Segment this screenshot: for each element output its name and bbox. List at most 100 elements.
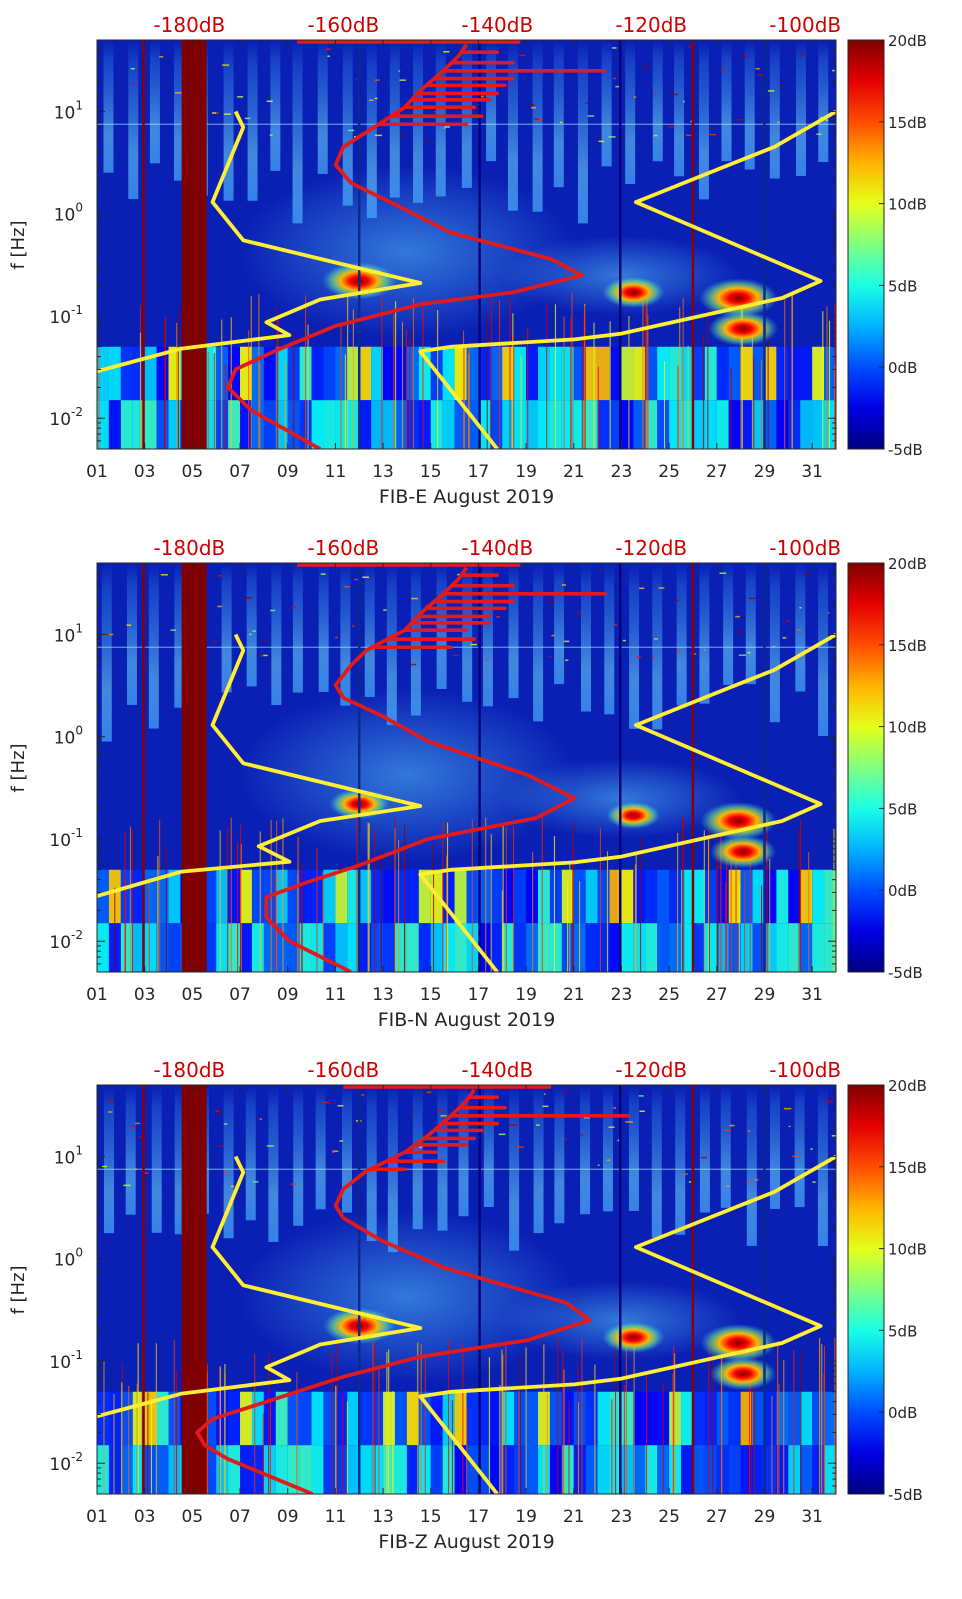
x-tick-label: 03 — [134, 1507, 156, 1527]
diurnal-stripe — [458, 1085, 469, 1217]
x-tick-label: 27 — [706, 1507, 728, 1527]
x-tick-label: 05 — [182, 985, 204, 1005]
heatmap-tile — [108, 400, 121, 449]
speckle — [440, 1115, 447, 1117]
heatmap-tile — [371, 923, 384, 972]
speckle — [654, 93, 657, 95]
x-tick-label: 27 — [706, 985, 728, 1005]
speckle — [327, 55, 330, 57]
heatmap-tile — [394, 923, 407, 972]
speckle — [726, 1185, 730, 1187]
y-tick-label: 100 — [54, 201, 83, 226]
speckle — [126, 624, 132, 626]
y-tick-label: 100 — [54, 1246, 83, 1271]
x-tick-label: 19 — [515, 1507, 537, 1527]
heatmap-tile — [335, 1445, 348, 1494]
heatmap-tile — [692, 1391, 705, 1446]
heatmap-tile — [716, 346, 729, 401]
speckle — [453, 654, 459, 657]
heatmap-tile — [728, 923, 741, 972]
heatmap-tile — [108, 1391, 121, 1446]
x-tick-label: 17 — [468, 462, 490, 482]
heatmap-tile — [645, 869, 658, 924]
speckle — [217, 605, 222, 608]
speckle — [564, 640, 570, 643]
speckle — [214, 641, 217, 643]
heatmap-tile — [120, 1445, 133, 1494]
speckle — [257, 1117, 260, 1119]
diurnal-stripe — [412, 1085, 423, 1230]
diurnal-stripe — [577, 40, 588, 224]
heatmap-tile — [311, 1391, 324, 1446]
x-tick-label: 11 — [325, 985, 347, 1005]
heatmap-tile — [454, 400, 467, 449]
heatmap-tile — [526, 923, 539, 972]
speckle — [782, 637, 787, 639]
diurnal-stripe — [553, 40, 564, 188]
speckle — [639, 1110, 645, 1113]
heatmap-tile — [323, 869, 336, 924]
heatmap-tile — [240, 1391, 252, 1446]
heatmap-tile — [442, 869, 455, 924]
heatmap-tile — [156, 1445, 169, 1494]
diurnal-stripe — [770, 1085, 781, 1209]
speckle — [729, 1124, 735, 1127]
x-tick-label: 05 — [182, 462, 204, 482]
colorbar — [847, 1084, 885, 1495]
heatmap-tile — [120, 923, 133, 972]
speckle — [583, 1116, 590, 1119]
speckle — [108, 1100, 114, 1102]
heatmap-tile — [359, 869, 372, 924]
speckle — [580, 1134, 584, 1136]
speckle — [374, 97, 378, 100]
heatmap-tile — [812, 400, 825, 449]
yellow-model-curve-high — [418, 632, 836, 972]
plot-area — [97, 1085, 836, 1494]
speckle — [426, 1091, 432, 1094]
x-tick-label: 17 — [468, 1507, 490, 1527]
colorbar-label: 5dB — [888, 277, 917, 295]
yellow-model-curve-low — [97, 110, 423, 374]
heatmap-tile — [371, 1445, 384, 1494]
diurnal-stripe — [247, 40, 258, 201]
heatmap-tile — [347, 1391, 360, 1446]
y-tick-label: 10-2 — [49, 928, 83, 953]
colorbar-label: 0dB — [888, 1404, 917, 1422]
heatmap-tile — [645, 1391, 658, 1446]
speckle — [536, 1124, 540, 1126]
diurnal-stripe — [173, 40, 184, 181]
heatmap-tile — [704, 400, 717, 449]
heatmap-tile — [716, 400, 729, 449]
speckle — [651, 656, 655, 658]
diurnal-stripe — [723, 563, 734, 685]
heatmap-tile — [549, 1445, 562, 1494]
diurnal-stripe — [386, 563, 397, 726]
heatmap-tile — [204, 346, 217, 401]
heatmap-tile — [466, 346, 479, 401]
data-gap-band — [181, 1085, 207, 1494]
speckle — [747, 1130, 751, 1132]
heatmap-tile — [752, 923, 765, 972]
y-tick-label: 10-2 — [49, 1450, 83, 1475]
heatmap-tile — [394, 869, 407, 924]
speckle — [562, 1091, 568, 1093]
speckle — [217, 574, 222, 577]
colorbar-label: 0dB — [888, 882, 917, 900]
heatmap-tile — [669, 869, 682, 924]
heatmap-tile — [478, 400, 491, 449]
diurnal-stripe — [769, 563, 780, 723]
y-tick-exponent: -1 — [71, 1348, 83, 1362]
heatmap-tile — [406, 1445, 419, 1494]
heatmap-tile — [144, 346, 157, 401]
diurnal-stripe — [533, 1085, 544, 1234]
heatmap-tile — [299, 1391, 312, 1446]
speckle — [685, 134, 692, 137]
x-tick-label: 15 — [420, 462, 442, 482]
heatmap-tile — [585, 346, 598, 401]
speckle — [354, 136, 356, 138]
heatmap-tile — [454, 1445, 467, 1494]
heatmap-tile — [383, 346, 395, 401]
x-tick-label: 15 — [420, 985, 442, 1005]
speckle — [613, 77, 616, 80]
